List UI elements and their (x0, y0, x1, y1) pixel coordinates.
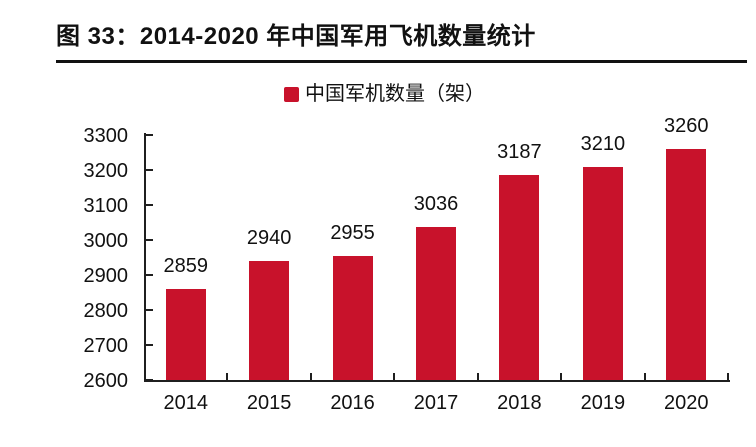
y-axis-tick (146, 204, 153, 206)
bar-2015 (249, 261, 290, 380)
y-axis-tick-label: 3200 (83, 160, 129, 182)
x-axis-tick (643, 373, 646, 380)
bar-value-label-2020: 3260 (664, 115, 709, 137)
x-axis-label-2020: 2020 (664, 392, 709, 414)
x-axis-label-2017: 2017 (413, 392, 459, 414)
y-axis-tick (146, 239, 153, 241)
title-divider-rule (56, 60, 747, 63)
x-axis-label-2018: 2018 (497, 392, 542, 414)
chart-legend: 中国军机数量（架） (284, 82, 485, 106)
bar-2018 (499, 174, 540, 380)
y-axis-tick-label: 2700 (83, 335, 129, 357)
x-axis-tick (309, 373, 312, 380)
figure-title: 图 33：2014-2020 年中国军用飞机数量统计 (56, 23, 536, 50)
bar-value-label-2017: 3036 (413, 193, 459, 216)
bar-value-label-2016: 2955 (330, 221, 375, 244)
bar-2019 (582, 166, 623, 380)
y-axis-tick (146, 344, 153, 346)
bar-value-label-2019: 3210 (580, 132, 626, 155)
y-axis-line (144, 133, 146, 382)
x-axis-tick (393, 373, 396, 380)
bar-value-label-2015: 2940 (246, 227, 292, 249)
bar-2017 (416, 227, 456, 380)
y-axis-tick (146, 169, 153, 171)
x-axis-label-2014: 2014 (163, 392, 208, 414)
x-axis-label-2019: 2019 (580, 392, 626, 414)
y-axis-tick (146, 274, 153, 276)
y-axis-tick (146, 134, 153, 136)
y-axis-tick-label: 2900 (83, 265, 129, 287)
bar-value-label-2014: 2859 (163, 255, 208, 278)
y-axis-tick-label: 3000 (83, 230, 129, 252)
legend-color-swatch (284, 86, 299, 102)
bar-2014 (165, 289, 206, 380)
y-axis-tick (146, 379, 153, 381)
x-axis-tick (476, 373, 479, 380)
x-axis-tick (560, 373, 563, 380)
y-axis-tick-label: 3300 (83, 125, 129, 147)
x-axis-line (144, 380, 730, 382)
y-axis-tick-label: 2800 (83, 300, 129, 322)
x-axis-tick (727, 373, 729, 380)
bar-2020 (666, 149, 707, 380)
y-axis-tick (146, 309, 153, 311)
y-axis-tick-label: 3100 (83, 195, 129, 217)
x-axis-tick (226, 373, 229, 380)
bar-value-label-2018: 3187 (497, 140, 542, 163)
x-axis-label-2016: 2016 (330, 392, 375, 414)
legend-series-label: 中国军机数量（架） (305, 83, 485, 105)
y-axis-tick-label: 2600 (83, 370, 129, 392)
bar-2016 (332, 255, 373, 380)
x-axis-label-2015: 2015 (246, 392, 292, 414)
